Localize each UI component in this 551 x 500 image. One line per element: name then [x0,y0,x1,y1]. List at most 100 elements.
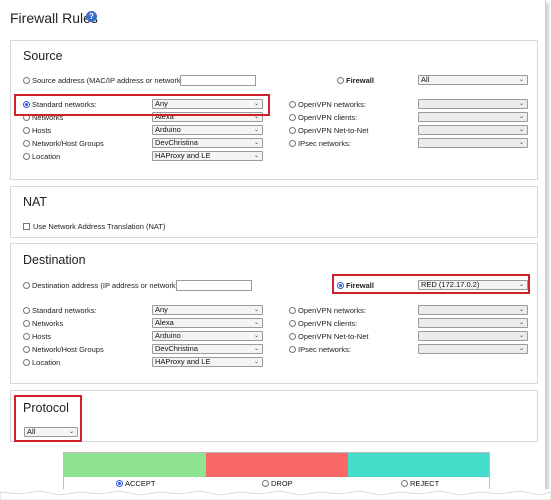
destination-hosts-option[interactable]: Hosts [23,332,51,341]
destination-ipsec-label: IPsec networks: [298,345,351,354]
destination-ovpn-networks-label: OpenVPN networks: [298,306,366,315]
destination-panel: Destination Destination address (IP addr… [10,243,538,384]
chevron-down-icon: ⌄ [253,346,259,352]
destination-ovpn-clients-option[interactable]: OpenVPN clients: [289,319,357,328]
destination-standard-radio[interactable] [23,307,30,314]
source-ipsec-radio[interactable] [289,140,296,147]
source-ovpn-networks-radio[interactable] [289,101,296,108]
destination-ovpn-networks-select[interactable]: ⌄ [418,305,528,315]
destination-firewall-select[interactable]: RED (172.17.0.2) ⌄ [418,280,528,290]
source-address-input[interactable] [180,75,256,86]
destination-ovpn-clients-select[interactable]: ⌄ [418,318,528,328]
reject-segment[interactable] [348,453,489,477]
destination-location-option[interactable]: Location [23,358,60,367]
source-ovpn-networks-option[interactable]: OpenVPN networks: [289,100,366,109]
destination-hosts-select[interactable]: Arduino ⌄ [152,331,263,341]
destination-hosts-value: Arduino [155,331,181,340]
chevron-down-icon: ⌄ [518,140,524,146]
destination-ovpn-n2n-option[interactable]: OpenVPN Net-to-Net [289,332,368,341]
destination-ovpn-networks-option[interactable]: OpenVPN networks: [289,306,366,315]
accept-radio[interactable] [116,480,123,487]
source-panel: Source Source address (MAC/IP address or… [10,40,538,180]
source-networks-label: Networks [32,113,64,122]
destination-networks-radio[interactable] [23,320,30,327]
destination-ovpn-n2n-label: OpenVPN Net-to-Net [298,332,369,341]
destination-hosts-radio[interactable] [23,333,30,340]
source-ovpn-networks-label: OpenVPN networks: [298,100,366,109]
destination-groups-radio[interactable] [23,346,30,353]
reject-radio[interactable] [401,480,408,487]
source-ipsec-option[interactable]: IPsec networks: [289,139,351,148]
destination-firewall-radio[interactable] [337,282,344,289]
destination-location-select[interactable]: HAProxy and LE ⌄ [152,357,263,367]
source-ovpn-clients-select[interactable]: ⌄ [418,112,528,122]
source-location-option[interactable]: Location [23,152,60,161]
destination-address-radio[interactable] [23,282,30,289]
source-standard-radio[interactable] [23,101,30,108]
source-address-radio[interactable] [23,77,30,84]
destination-title: Destination [23,253,86,267]
source-networks-select[interactable]: Alexa ⌄ [152,112,263,122]
source-groups-option[interactable]: Network/Host Groups [23,139,104,148]
destination-groups-option[interactable]: Network/Host Groups [23,345,104,354]
destination-ovpn-n2n-radio[interactable] [289,333,296,340]
destination-ovpn-n2n-select[interactable]: ⌄ [418,331,528,341]
destination-standard-option[interactable]: Standard networks: [23,306,97,315]
destination-networks-option[interactable]: Networks [23,319,63,328]
source-ovpn-n2n-select[interactable]: ⌄ [418,125,528,135]
source-standard-value: Any [155,99,168,108]
destination-address-input[interactable] [176,280,252,291]
accept-option[interactable]: ACCEPT [116,479,155,488]
destination-standard-label: Standard networks: [32,306,97,315]
source-ovpn-n2n-radio[interactable] [289,127,296,134]
destination-location-value: HAProxy and LE [155,357,211,366]
destination-ipsec-option[interactable]: IPsec networks: [289,345,351,354]
nat-checkbox[interactable] [23,223,30,230]
accept-segment[interactable] [64,453,206,477]
source-hosts-select[interactable]: Arduino ⌄ [152,125,263,135]
source-groups-radio[interactable] [23,140,30,147]
destination-address-option[interactable]: Destination address (IP address or netwo… [23,281,180,290]
destination-ipsec-radio[interactable] [289,346,296,353]
nat-title: NAT [23,195,48,209]
nat-option[interactable]: Use Network Address Translation (NAT) [23,222,165,231]
destination-networks-value: Alexa [155,318,174,327]
destination-ovpn-networks-radio[interactable] [289,307,296,314]
source-firewall-select-value: All [421,75,430,84]
source-firewall-radio[interactable] [337,77,344,84]
source-hosts-radio[interactable] [23,127,30,134]
drop-option[interactable]: DROP [262,479,293,488]
protocol-select[interactable]: All ⌄ [24,427,78,437]
drop-segment[interactable] [206,453,348,477]
accept-label: ACCEPT [125,479,156,488]
destination-ipsec-select[interactable]: ⌄ [418,344,528,354]
source-standard-select[interactable]: Any ⌄ [152,99,263,109]
source-groups-select[interactable]: DevChristina ⌄ [152,138,263,148]
destination-location-radio[interactable] [23,359,30,366]
drop-radio[interactable] [262,480,269,487]
source-firewall-select[interactable]: All ⌄ [418,75,528,85]
source-ovpn-clients-option[interactable]: OpenVPN clients: [289,113,357,122]
source-title: Source [23,49,63,63]
chevron-down-icon: ⌄ [253,101,259,107]
protocol-select-value: All [27,427,36,436]
source-ipsec-select[interactable]: ⌄ [418,138,528,148]
source-ovpn-networks-select[interactable]: ⌄ [418,99,528,109]
source-standard-option[interactable]: Standard networks: [23,100,97,109]
source-hosts-option[interactable]: Hosts [23,126,51,135]
destination-firewall-option[interactable]: Firewall [337,281,374,290]
source-location-select[interactable]: HAProxy and LE ⌄ [152,151,263,161]
source-ovpn-clients-label: OpenVPN clients: [298,113,358,122]
source-location-radio[interactable] [23,153,30,160]
reject-option[interactable]: REJECT [401,479,439,488]
source-ovpn-clients-radio[interactable] [289,114,296,121]
help-icon[interactable]: ? [86,11,97,22]
destination-groups-select[interactable]: DevChristina ⌄ [152,344,263,354]
destination-standard-select[interactable]: Any ⌄ [152,305,263,315]
source-ovpn-n2n-option[interactable]: OpenVPN Net-to-Net [289,126,368,135]
source-address-option[interactable]: Source address (MAC/IP address or networ… [23,76,185,85]
source-standard-label: Standard networks: [32,100,97,109]
destination-networks-select[interactable]: Alexa ⌄ [152,318,263,328]
destination-ovpn-clients-radio[interactable] [289,320,296,327]
source-firewall-option[interactable]: Firewall [337,76,374,85]
